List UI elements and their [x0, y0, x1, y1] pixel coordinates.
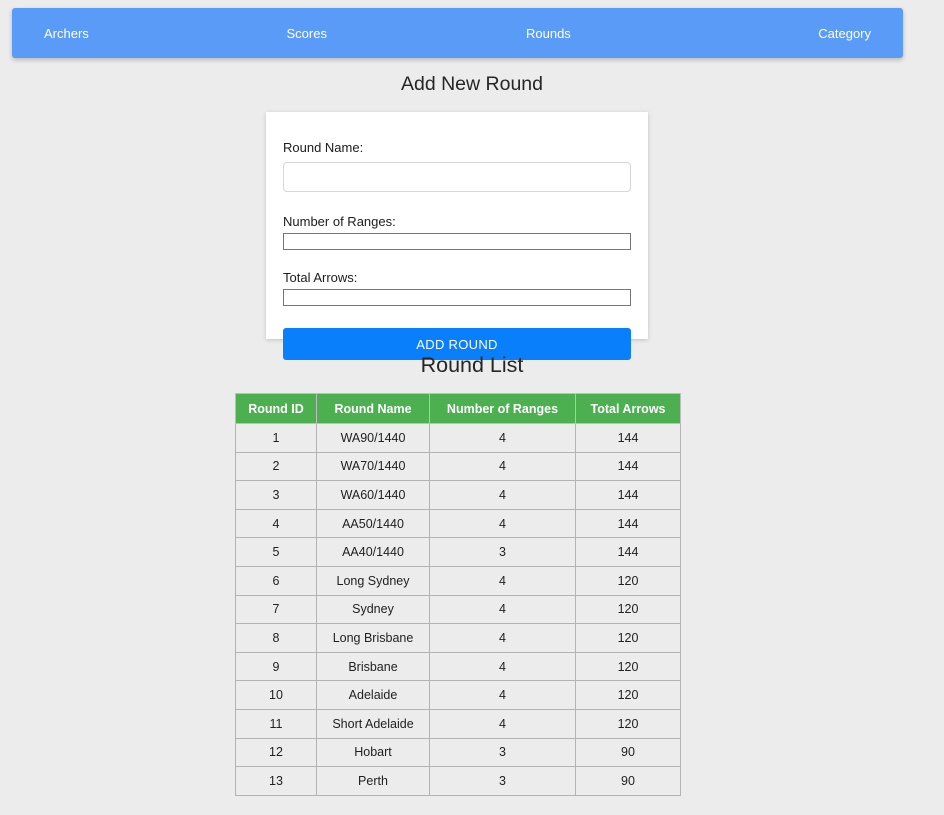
- column-header-number-of-ranges: Number of Ranges: [429, 393, 576, 424]
- table-row: 4 AA50/1440 4 144: [235, 508, 681, 539]
- cell-total-arrows: 120: [575, 651, 681, 682]
- cell-round-id: 5: [235, 537, 317, 567]
- add-round-form: Round Name: Number of Ranges: Total Arro…: [266, 112, 648, 360]
- total-arrows-input[interactable]: [283, 289, 631, 306]
- cell-total-arrows: 144: [575, 451, 681, 482]
- total-arrows-label: Total Arrows:: [283, 270, 358, 285]
- cell-number-of-ranges: 4: [429, 565, 576, 596]
- cell-round-name: AA40/1440: [316, 537, 430, 567]
- cell-number-of-ranges: 4: [429, 594, 576, 625]
- cell-total-arrows: 120: [575, 594, 681, 625]
- cell-total-arrows: 120: [575, 680, 681, 710]
- cell-total-arrows: 120: [575, 565, 681, 596]
- cell-round-name: Short Adelaide: [316, 708, 430, 739]
- cell-round-name: WA90/1440: [316, 423, 430, 453]
- table-row: 9 Brisbane 4 120: [235, 651, 681, 682]
- table-body: 1 WA90/1440 4 144 2 WA70/1440 4 144 3 WA60/1440 4 1…: [235, 423, 681, 796]
- table-row: 12 Hobart 3 90: [235, 737, 681, 768]
- number-of-ranges-label: Number of Ranges:: [283, 214, 396, 229]
- table-row: 2 WA70/1440 4 144: [235, 451, 681, 482]
- cell-total-arrows: 90: [575, 737, 681, 768]
- nav-link-scores[interactable]: Scores: [286, 25, 327, 41]
- cell-round-name: AA50/1440: [316, 508, 430, 539]
- table-row: 10 Adelaide 4 120: [235, 680, 681, 710]
- table-row: 11 Short Adelaide 4 120: [235, 708, 681, 739]
- cell-round-id: 10: [235, 680, 317, 710]
- cell-round-name: Sydney: [316, 594, 430, 625]
- table-row: 13 Perth 3 90: [235, 766, 681, 796]
- nav-link-category[interactable]: Category: [818, 25, 871, 41]
- add-round-button[interactable]: ADD ROUND: [283, 328, 631, 360]
- cell-round-id: 9: [235, 651, 317, 682]
- cell-total-arrows: 144: [575, 423, 681, 453]
- round-list-heading: Round List: [420, 353, 524, 377]
- cell-number-of-ranges: 3: [429, 537, 576, 567]
- nav-link-archers[interactable]: Archers: [44, 25, 89, 41]
- cell-number-of-ranges: 3: [429, 766, 576, 796]
- cell-number-of-ranges: 4: [429, 623, 576, 653]
- table-row: 3 WA60/1440 4 144: [235, 480, 681, 510]
- add-round-heading: Add New Round: [400, 73, 543, 95]
- cell-round-name: Brisbane: [316, 651, 430, 682]
- cell-number-of-ranges: 4: [429, 651, 576, 682]
- cell-round-name: Long Brisbane: [316, 623, 430, 653]
- cell-round-id: 8: [235, 623, 317, 653]
- cell-total-arrows: 120: [575, 623, 681, 653]
- column-header-round-name: Round Name: [316, 393, 430, 424]
- cell-round-id: 12: [235, 737, 317, 768]
- cell-number-of-ranges: 3: [429, 737, 576, 768]
- cell-total-arrows: 144: [575, 480, 681, 510]
- cell-round-name: Long Sydney: [316, 565, 430, 596]
- table-row: 5 AA40/1440 3 144: [235, 537, 681, 567]
- cell-round-id: 6: [235, 565, 317, 596]
- cell-number-of-ranges: 4: [429, 451, 576, 482]
- cell-total-arrows: 120: [575, 708, 681, 739]
- column-header-round-id: Round ID: [235, 393, 317, 424]
- column-header-total-arrows: Total Arrows: [575, 393, 681, 424]
- cell-number-of-ranges: 4: [429, 680, 576, 710]
- table-row: 1 WA90/1440 4 144: [235, 423, 681, 453]
- cell-round-name: Perth: [316, 766, 430, 796]
- cell-round-name: Adelaide: [316, 680, 430, 710]
- cell-number-of-ranges: 4: [429, 508, 576, 539]
- table-row: 6 Long Sydney 4 120: [235, 565, 681, 596]
- cell-number-of-ranges: 4: [429, 423, 576, 453]
- nav-link-rounds[interactable]: Rounds: [526, 25, 571, 41]
- table-row: 7 Sydney 4 120: [235, 594, 681, 625]
- main-navbar: Archers Scores Rounds Category: [12, 8, 903, 58]
- cell-round-id: 4: [235, 508, 317, 539]
- cell-round-name: Hobart: [316, 737, 430, 768]
- cell-round-id: 1: [235, 423, 317, 453]
- table-header-row: Round ID Round Name Number of Ranges Tot…: [235, 393, 681, 424]
- cell-round-id: 7: [235, 594, 317, 625]
- cell-round-id: 3: [235, 480, 317, 510]
- cell-round-id: 13: [235, 766, 317, 796]
- cell-round-id: 11: [235, 708, 317, 739]
- table-row: 8 Long Brisbane 4 120: [235, 623, 681, 653]
- cell-total-arrows: 144: [575, 508, 681, 539]
- cell-number-of-ranges: 4: [429, 708, 576, 739]
- cell-number-of-ranges: 4: [429, 480, 576, 510]
- round-name-label: Round Name:: [283, 140, 364, 155]
- number-of-ranges-input[interactable]: [283, 233, 631, 250]
- round-list-table: Round ID Round Name Number of Ranges Tot…: [235, 393, 681, 796]
- cell-total-arrows: 90: [575, 766, 681, 796]
- cell-round-name: WA60/1440: [316, 480, 430, 510]
- round-name-input[interactable]: [283, 162, 631, 192]
- cell-round-id: 2: [235, 451, 317, 482]
- cell-total-arrows: 144: [575, 537, 681, 567]
- cell-round-name: WA70/1440: [316, 451, 430, 482]
